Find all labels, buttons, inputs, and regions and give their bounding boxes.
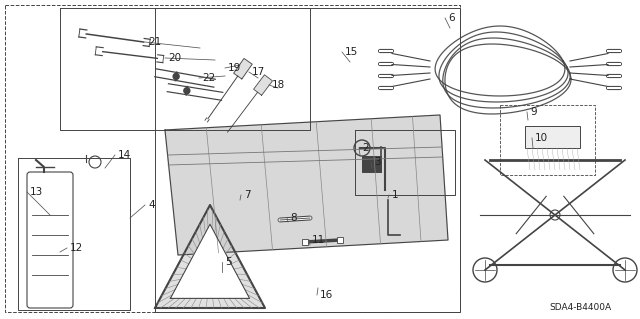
Text: 14: 14	[118, 150, 131, 160]
Polygon shape	[165, 115, 448, 255]
Text: 2: 2	[362, 143, 369, 153]
Text: 22: 22	[202, 73, 215, 83]
Text: SDA4-B4400A: SDA4-B4400A	[549, 303, 611, 313]
Text: 13: 13	[30, 187, 44, 197]
Polygon shape	[155, 205, 265, 308]
Text: 15: 15	[345, 47, 358, 57]
Text: 17: 17	[252, 67, 265, 77]
Circle shape	[173, 73, 179, 79]
Text: 10: 10	[535, 133, 548, 143]
FancyBboxPatch shape	[27, 172, 73, 308]
Text: 16: 16	[320, 290, 333, 300]
Text: 20: 20	[168, 53, 181, 63]
Text: 9: 9	[530, 107, 536, 117]
Text: 21: 21	[148, 37, 161, 47]
Text: 12: 12	[70, 243, 83, 253]
Polygon shape	[234, 58, 252, 79]
Bar	[337, 237, 343, 243]
Text: 11: 11	[312, 235, 325, 245]
Text: 8: 8	[290, 213, 296, 223]
Text: 1: 1	[392, 190, 399, 200]
Text: 5: 5	[225, 257, 232, 267]
Text: 7: 7	[244, 190, 251, 200]
Polygon shape	[170, 224, 250, 298]
Text: 19: 19	[228, 63, 241, 73]
Text: 3: 3	[374, 157, 381, 167]
Text: 6: 6	[448, 13, 454, 23]
Bar	[302, 239, 308, 245]
Polygon shape	[253, 75, 273, 95]
Circle shape	[184, 88, 190, 94]
Text: 4: 4	[148, 200, 155, 210]
FancyBboxPatch shape	[525, 126, 580, 148]
Text: 18: 18	[272, 80, 285, 90]
